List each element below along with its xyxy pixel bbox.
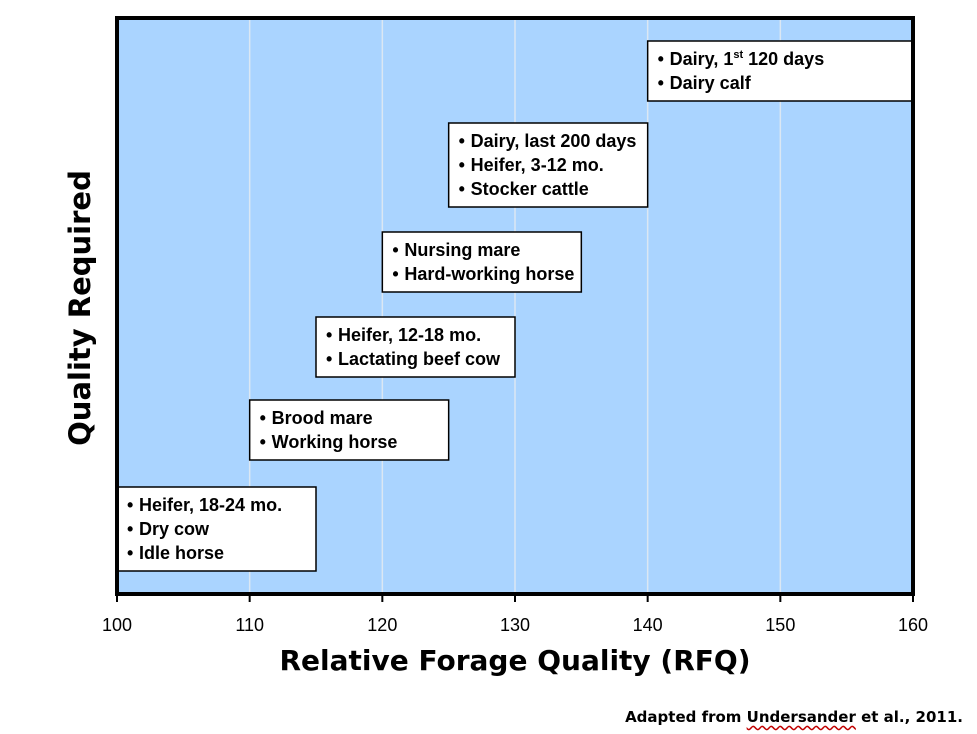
category-box: • Nursing mare • Hard-working horse xyxy=(381,231,583,293)
category-box-item: Stocker cattle xyxy=(471,179,589,199)
bullet-icon: • xyxy=(326,349,332,369)
category-box-rect xyxy=(315,316,516,378)
x-ticks: 100 110 120 130 140 150 160 xyxy=(102,594,928,635)
category-box-item: Working horse xyxy=(272,432,398,452)
category-box-rect xyxy=(447,122,649,208)
category-box-item: Idle horse xyxy=(139,543,224,563)
category-box-item: Heifer, 18-24 mo. xyxy=(139,495,282,515)
category-boxes: • Heifer, 18-24 mo. • Dry cow • Idle horse • Br… xyxy=(116,40,914,572)
x-tick-label: 120 xyxy=(367,615,397,635)
category-box-rect xyxy=(248,399,450,461)
source-suffix: et al., 2011. xyxy=(855,708,963,726)
source-author: Undersander xyxy=(746,708,856,726)
category-box-rect xyxy=(381,231,583,293)
category-box: • Heifer, 12-18 mo. • Lactating beef cow xyxy=(315,316,516,378)
bullet-icon: • xyxy=(658,73,664,93)
category-box-item: Heifer, 12-18 mo. xyxy=(338,325,481,345)
bullet-icon: • xyxy=(127,495,133,515)
bullet-icon: • xyxy=(326,325,332,345)
bullet-icon: • xyxy=(127,543,133,563)
category-box-item: Lactating beef cow xyxy=(338,349,501,369)
category-box-item: Hard-working horse xyxy=(404,264,574,284)
y-axis-label: Quality Required xyxy=(63,170,97,446)
category-box-rect xyxy=(646,40,914,102)
category-box-item: Dairy calf xyxy=(670,73,752,93)
category-box-item: Nursing mare xyxy=(404,240,520,260)
category-box: • Dairy, last 200 days • Heifer, 3-12 mo. • S… xyxy=(447,122,649,208)
category-box-item: Dairy, 1st 120 days xyxy=(670,49,825,69)
bullet-icon: • xyxy=(459,131,465,151)
bullet-icon: • xyxy=(127,519,133,539)
x-tick-label: 130 xyxy=(500,615,530,635)
category-box-item: Brood mare xyxy=(272,408,373,428)
category-box: • Dairy, 1st 120 days • Dairy calf xyxy=(646,40,914,102)
bullet-icon: • xyxy=(459,179,465,199)
category-box: • Brood mare • Working horse xyxy=(248,399,450,461)
category-box-item: Dairy, last 200 days xyxy=(471,131,637,151)
source-note: Adapted from Undersander et al., 2011. xyxy=(625,708,963,726)
x-tick-label: 160 xyxy=(898,615,928,635)
source-prefix: Adapted from xyxy=(625,708,747,726)
x-tick-label: 140 xyxy=(633,615,663,635)
category-box-item: Heifer, 3-12 mo. xyxy=(471,155,604,175)
bullet-icon: • xyxy=(658,49,664,69)
bullet-icon: • xyxy=(392,264,398,284)
bullet-icon: • xyxy=(459,155,465,175)
category-box: • Heifer, 18-24 mo. • Dry cow • Idle horse xyxy=(116,486,317,572)
category-box-item: Dry cow xyxy=(139,519,210,539)
x-tick-label: 110 xyxy=(235,615,264,635)
bullet-icon: • xyxy=(260,408,266,428)
x-tick-label: 150 xyxy=(765,615,795,635)
bullet-icon: • xyxy=(392,240,398,260)
x-axis-label: Relative Forage Quality (RFQ) xyxy=(279,644,750,677)
x-tick-label: 100 xyxy=(102,615,132,635)
bullet-icon: • xyxy=(260,432,266,452)
